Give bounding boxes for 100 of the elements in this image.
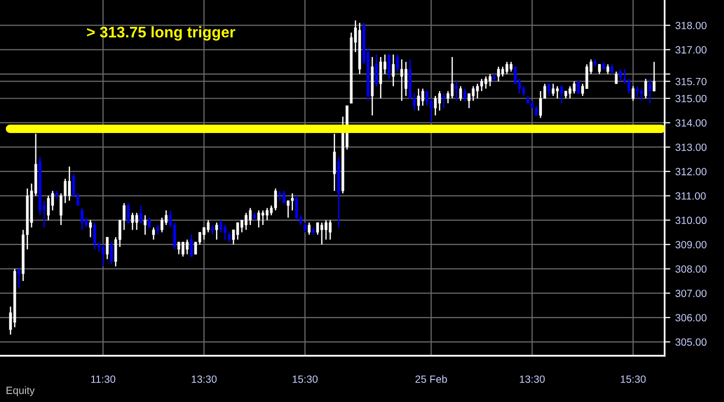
y-tick-label: 307.00 xyxy=(675,290,706,298)
candlestick xyxy=(304,222,306,233)
candlestick xyxy=(160,217,164,233)
candlestick xyxy=(480,78,484,92)
candlestick xyxy=(47,195,50,221)
y-tick-label: 306.00 xyxy=(675,314,706,322)
candlestick xyxy=(206,220,210,233)
candlestick xyxy=(106,236,109,260)
candlestick xyxy=(577,80,580,94)
candlestick xyxy=(614,70,618,84)
candlestick xyxy=(131,212,134,230)
candlestick xyxy=(236,222,240,240)
candlestick xyxy=(572,80,576,94)
candlestick xyxy=(560,86,563,104)
candlestick xyxy=(421,88,424,106)
candlestick xyxy=(135,212,138,230)
candlestick xyxy=(186,238,189,255)
candlestick xyxy=(484,76,488,90)
y-tick-label: 309.00 xyxy=(675,240,706,248)
candlestick xyxy=(455,80,458,102)
candlestick xyxy=(140,204,142,224)
y-tick-label: 315.00 xyxy=(675,94,706,102)
candlestick xyxy=(552,83,555,97)
x-tick-label: 13:30 xyxy=(192,375,217,383)
candlestick xyxy=(644,78,648,100)
candlestick xyxy=(215,222,218,240)
candlestick xyxy=(468,92,470,109)
candlestick xyxy=(472,86,475,102)
candlestick xyxy=(248,207,252,226)
candlestick xyxy=(110,241,113,265)
candlestick xyxy=(152,226,155,240)
candlestick xyxy=(606,64,610,75)
candlestick xyxy=(388,54,390,80)
candlestick xyxy=(501,66,504,78)
y-tick-label: 312.00 xyxy=(675,168,706,176)
candlestick xyxy=(308,222,311,236)
ref-line-label: > 313.75 long trigger xyxy=(87,26,236,41)
candlestick xyxy=(450,56,454,100)
x-tick-label: 15:30 xyxy=(620,375,646,383)
candlestick xyxy=(224,224,226,240)
candlestick xyxy=(539,90,542,118)
candlestick xyxy=(328,220,332,240)
candlestick xyxy=(282,190,286,204)
candlestick xyxy=(417,88,420,112)
candlestick xyxy=(286,200,290,218)
x-tick-label: 15:30 xyxy=(292,375,318,383)
candlestick xyxy=(126,202,130,224)
candlestick xyxy=(102,244,104,268)
y-tick-label: 318.00 xyxy=(675,22,706,30)
candlestick xyxy=(396,54,399,72)
candlestick xyxy=(379,56,382,100)
candlestick xyxy=(190,234,193,258)
candlestick xyxy=(182,241,184,258)
y-tick-label: 317.00 xyxy=(675,46,706,54)
candlestick xyxy=(177,241,180,255)
candlestick xyxy=(392,54,395,87)
candlestick xyxy=(18,268,20,289)
candlestick xyxy=(534,105,538,116)
y-tick-label: 308.00 xyxy=(675,265,706,273)
candlestick xyxy=(648,78,652,104)
candlestick xyxy=(148,217,151,228)
y-tick-label: 305.00 xyxy=(675,338,706,346)
candlestick xyxy=(463,88,466,102)
candlestick xyxy=(257,210,260,228)
y-tick-label: 310.00 xyxy=(675,216,706,224)
candlestick xyxy=(274,188,277,212)
candlestick xyxy=(568,86,572,100)
candlestick xyxy=(619,68,622,82)
candlestick xyxy=(548,83,550,97)
candlestick xyxy=(80,207,84,230)
candlestick xyxy=(438,90,441,112)
x-tick-label: 25 Feb xyxy=(415,375,447,383)
candlestick xyxy=(295,195,298,221)
candlestick xyxy=(400,58,404,102)
candlestick xyxy=(488,73,492,87)
y-tick-label: 315.70 xyxy=(675,78,706,86)
candlestick xyxy=(164,210,168,226)
y-tick-label: 311.00 xyxy=(675,192,706,200)
candlestick xyxy=(434,95,437,116)
candlestick xyxy=(459,86,462,102)
candlestick xyxy=(93,222,96,250)
y-tick-label: 314.00 xyxy=(675,119,706,127)
candlestick xyxy=(51,190,54,212)
candlestick xyxy=(442,92,446,109)
candlestick xyxy=(375,54,378,87)
candlestick xyxy=(320,222,324,246)
candlestick xyxy=(640,88,643,102)
candlestick xyxy=(652,61,656,92)
candlestick xyxy=(324,220,328,240)
candlestick xyxy=(610,64,614,75)
candlestick xyxy=(290,192,294,212)
candlestick xyxy=(636,86,639,100)
candlestick xyxy=(89,220,92,238)
candlestick xyxy=(510,61,512,72)
candlestick xyxy=(144,214,146,236)
y-tick-label: 313.00 xyxy=(675,144,706,151)
candlestick xyxy=(598,64,601,75)
candlestick xyxy=(497,66,500,82)
candlestick xyxy=(632,86,634,102)
x-tick-label: 13:30 xyxy=(520,375,545,383)
